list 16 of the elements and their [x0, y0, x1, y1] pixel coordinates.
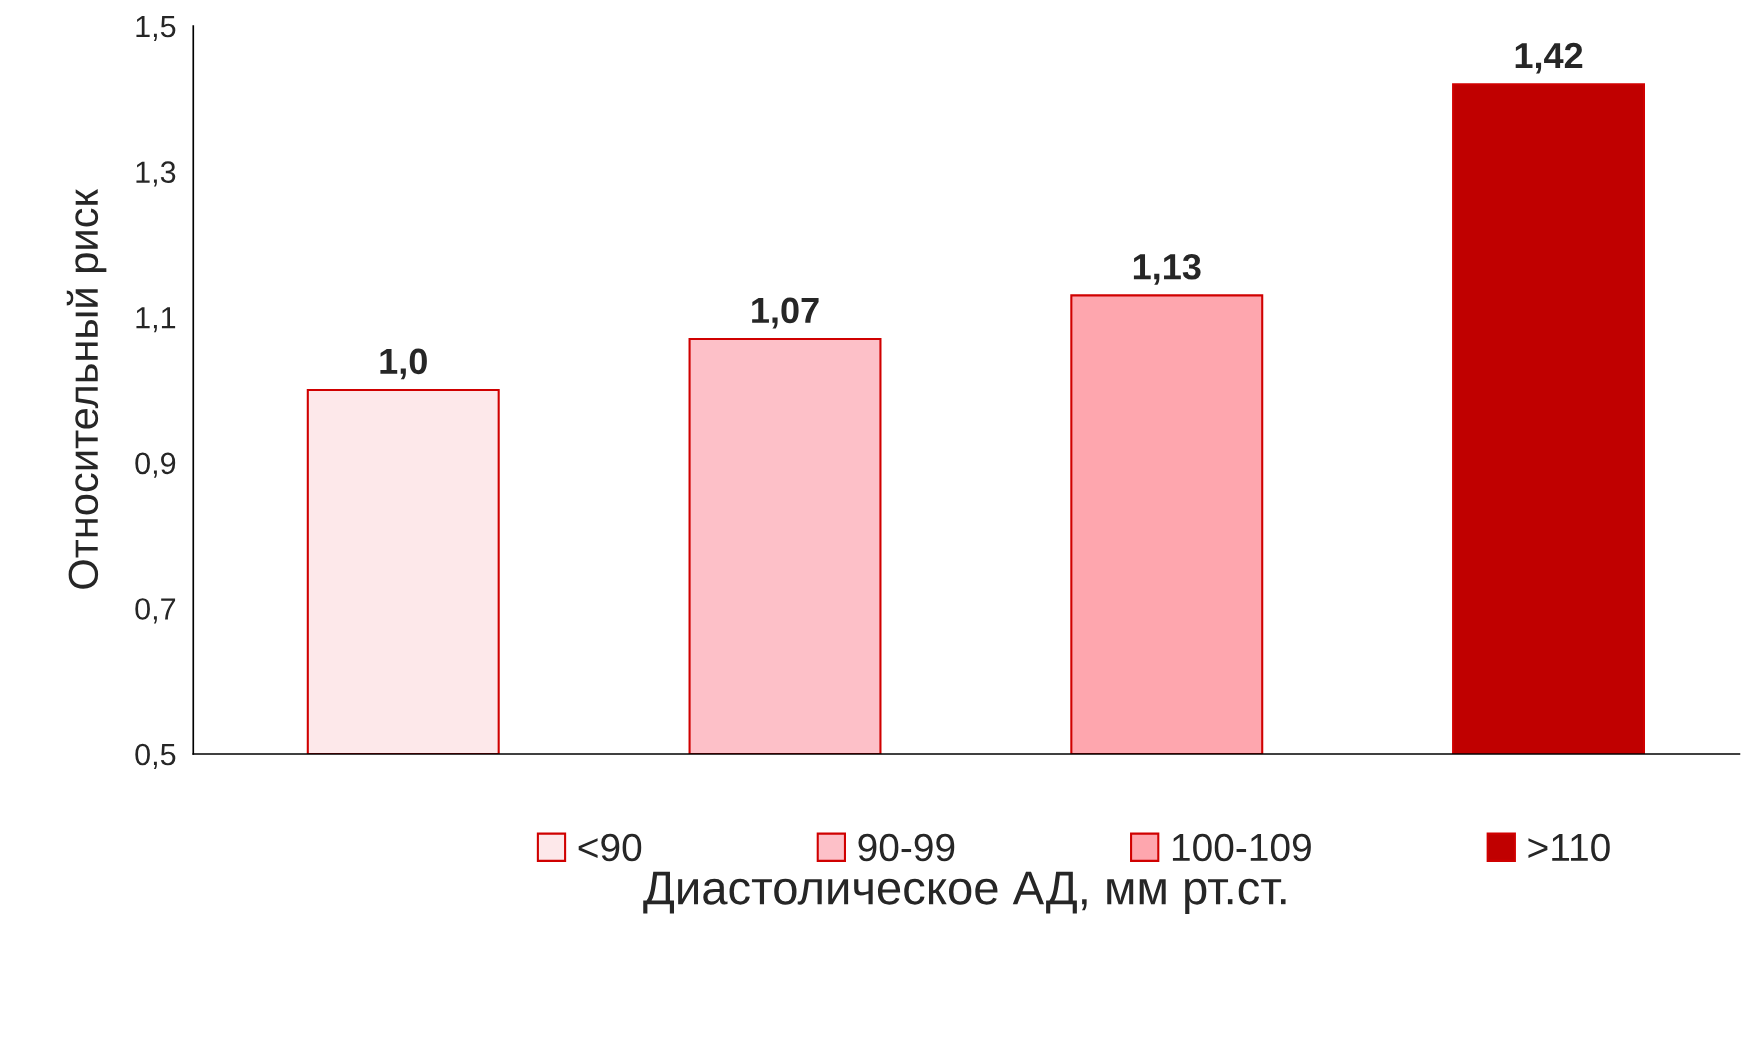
legend-label: 100-109: [1172, 833, 1311, 862]
y-axis-title: Относительный риск: [66, 189, 107, 589]
legend-label: >110: [1528, 833, 1610, 862]
legend-label: <90: [578, 833, 642, 862]
y-tick-label: 0,7: [135, 598, 176, 624]
y-tick-label: 0,9: [135, 452, 176, 478]
y-tick-label: 1,1: [136, 307, 176, 333]
data-label: 1,07: [752, 297, 819, 329]
legend-label: 90-99: [858, 833, 955, 862]
y-tick-label: 1,5: [136, 16, 176, 41]
data-label: 1,42: [1515, 42, 1583, 74]
y-tick-label: 1,3: [136, 161, 176, 187]
y-tick-label: 0,5: [135, 743, 176, 769]
x-axis-title: Диастолическое АД, мм рт.ст.: [643, 871, 1286, 914]
data-label: 1,13: [1133, 253, 1201, 285]
data-label: 1,0: [380, 348, 427, 380]
